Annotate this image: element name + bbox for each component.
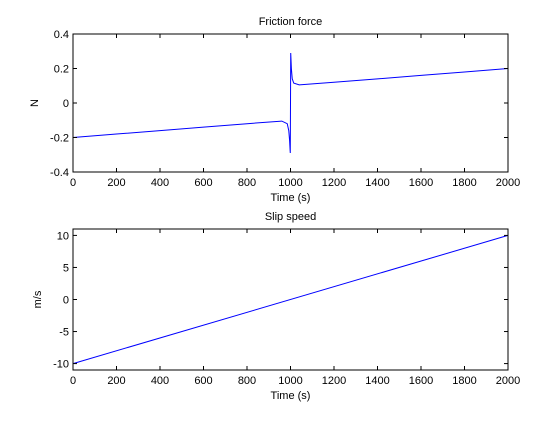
x-tick-label: 0 [70, 375, 76, 387]
x-tick-label: 1800 [452, 375, 476, 387]
x-tick-label: 200 [107, 177, 125, 189]
x-tick-label: 1600 [409, 177, 433, 189]
y-tick-label: 0 [63, 98, 69, 110]
x-tick-label: 1200 [322, 375, 346, 387]
friction-force-chart: 0 200 400 600 800 1000 1200 1400 1600 1800 2000 -0.… [29, 16, 520, 204]
x-tick-label: 1400 [365, 177, 389, 189]
x-tick-label: 1400 [365, 375, 389, 387]
x-tick-label: 600 [194, 375, 212, 387]
series-line-0 [72, 234, 509, 365]
x-tick-label: 800 [238, 375, 256, 387]
y-tick-label: -5 [59, 327, 69, 339]
y-tick-label: 10 [57, 230, 69, 242]
y-tick-label: 0.4 [54, 29, 69, 41]
x-tick-label: 1800 [452, 177, 476, 189]
x-tick-label: 1000 [278, 375, 302, 387]
y-tick-label: -0.2 [50, 133, 69, 145]
y-axis-label: N [29, 99, 41, 107]
y-tick-label: -0.4 [50, 167, 69, 179]
y-tick-label: -10 [53, 359, 69, 371]
x-tick-label: 800 [238, 177, 256, 189]
slip-speed-chart: 0 200 400 600 800 1000 1200 1400 1600 1800 2000 -10… [32, 211, 520, 402]
chart-title: Friction force [259, 16, 323, 28]
x-tick-label: 600 [194, 177, 212, 189]
x-axis-label: Time (s) [271, 390, 311, 402]
series-line-0 [72, 52, 509, 154]
x-tick-label: 0 [70, 177, 76, 189]
x-tick-label: 400 [151, 177, 169, 189]
y-tick-label: 0 [63, 295, 69, 307]
y-tick-label: 5 [63, 262, 69, 274]
chart-title: Slip speed [265, 211, 316, 223]
y-axis-label: m/s [32, 290, 44, 308]
x-tick-label: 1600 [409, 375, 433, 387]
x-tick-label: 2000 [496, 177, 520, 189]
x-tick-label: 400 [151, 375, 169, 387]
x-tick-label: 1000 [278, 177, 302, 189]
y-tick-label: 0.2 [54, 64, 69, 76]
x-axis-label: Time (s) [271, 192, 311, 204]
x-tick-label: 200 [107, 375, 125, 387]
x-tick-label: 1200 [322, 177, 346, 189]
x-tick-label: 2000 [496, 375, 520, 387]
